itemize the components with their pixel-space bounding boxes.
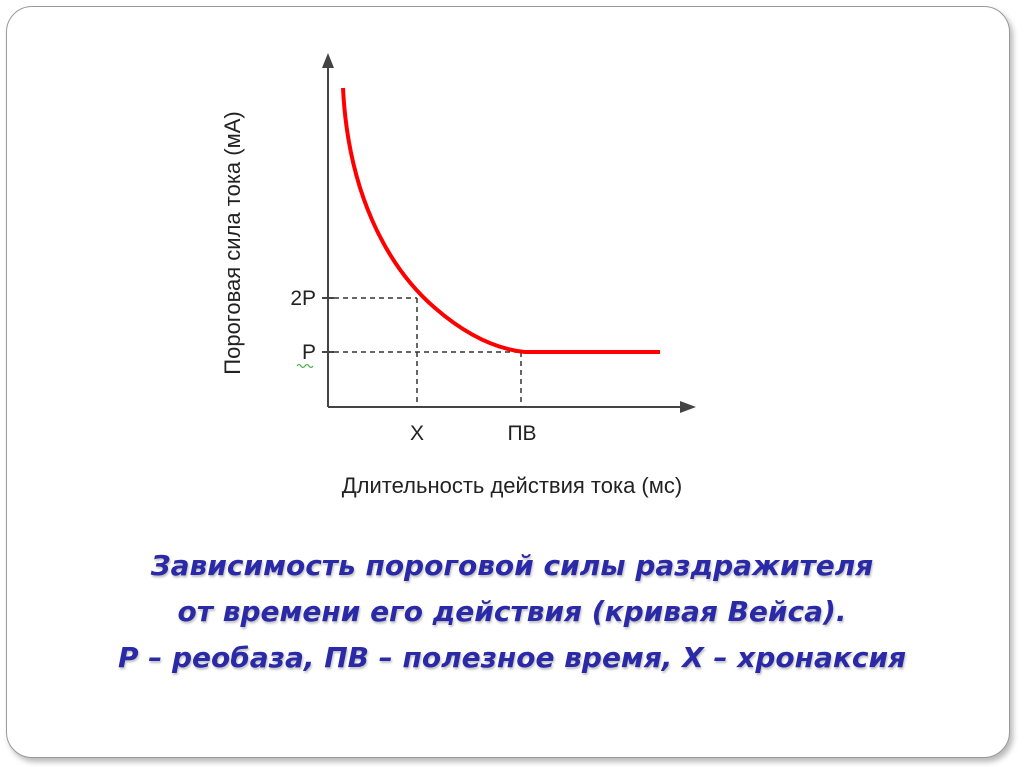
caption-line-2: от времени его действия (кривая Вейса). (177, 595, 847, 628)
y-axis-label: Пороговая сила тока (мА) (220, 111, 245, 374)
y-tick-label-p: P (302, 341, 316, 364)
y-tick-label-2p: 2P (290, 287, 316, 310)
x-tick-label-pv: ПВ (507, 422, 536, 445)
slide-frame (6, 6, 1010, 758)
y-axis-arrow-icon (322, 53, 334, 68)
x-tick-label-x: X (410, 422, 424, 445)
caption: Зависимость пороговой силы раздражителя … (0, 543, 1024, 681)
spellcheck-squiggle (296, 363, 314, 369)
weiss-curve (341, 87, 660, 354)
x-axis-arrow-icon (680, 401, 696, 413)
caption-line-3: Р – реобаза, ПВ – полезное время, Х – хр… (117, 641, 907, 674)
x-axis-label: Длительность действия тока (мс) (342, 473, 682, 498)
caption-line-1: Зависимость пороговой силы раздражителя (150, 549, 874, 582)
